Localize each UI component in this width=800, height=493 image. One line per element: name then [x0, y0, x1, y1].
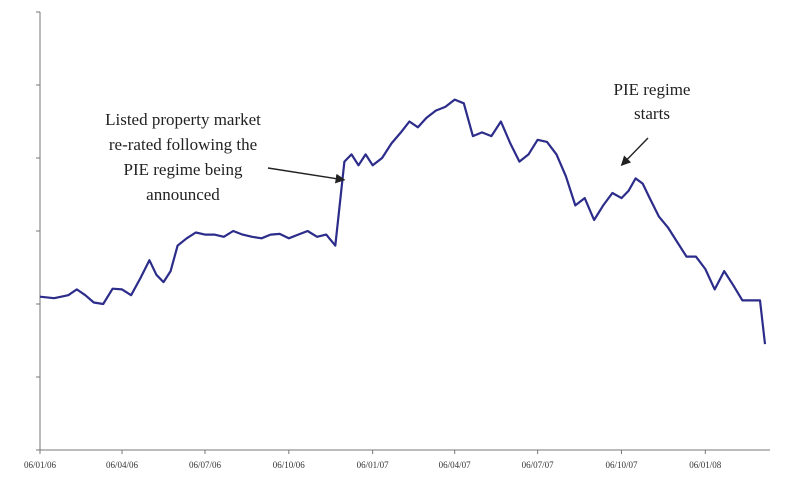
- series-line: [39, 98, 767, 345]
- annotation-text: PIE regime starts: [614, 80, 691, 123]
- x-tick-label: 06/01/06: [24, 460, 57, 470]
- annotation-arrow: [267, 167, 346, 184]
- annotations: Listed property market re-rated following…: [105, 80, 690, 204]
- series-group: [39, 98, 767, 345]
- annotation-line: starts: [634, 104, 670, 123]
- x-tick-label: 06/01/08: [689, 460, 722, 470]
- axes: [39, 12, 770, 451]
- x-ticks: 06/01/06 06/04/06 06/07/06 06/10/06 06/01/07…: [24, 450, 722, 470]
- x-tick-label: 06/10/06: [273, 460, 306, 470]
- annotation-text: Listed property market re-rated following…: [105, 110, 261, 204]
- x-tick-label: 06/10/07: [605, 460, 638, 470]
- x-tick-label: 06/07/06: [189, 460, 222, 470]
- x-tick-label: 06/01/07: [357, 460, 390, 470]
- x-tick-label: 06/04/07: [439, 460, 472, 470]
- annotation-line: re-rated following the: [109, 135, 257, 154]
- annotation-line: PIE regime being: [124, 160, 243, 179]
- x-tick-label: 06/07/07: [522, 460, 555, 470]
- annotation-line: announced: [146, 185, 220, 204]
- y-ticks: [36, 11, 40, 451]
- annotation-line: Listed property market: [105, 110, 261, 129]
- annotation-arrow: [620, 137, 649, 167]
- annotation-line: PIE regime: [614, 80, 691, 99]
- x-tick-label: 06/04/06: [106, 460, 139, 470]
